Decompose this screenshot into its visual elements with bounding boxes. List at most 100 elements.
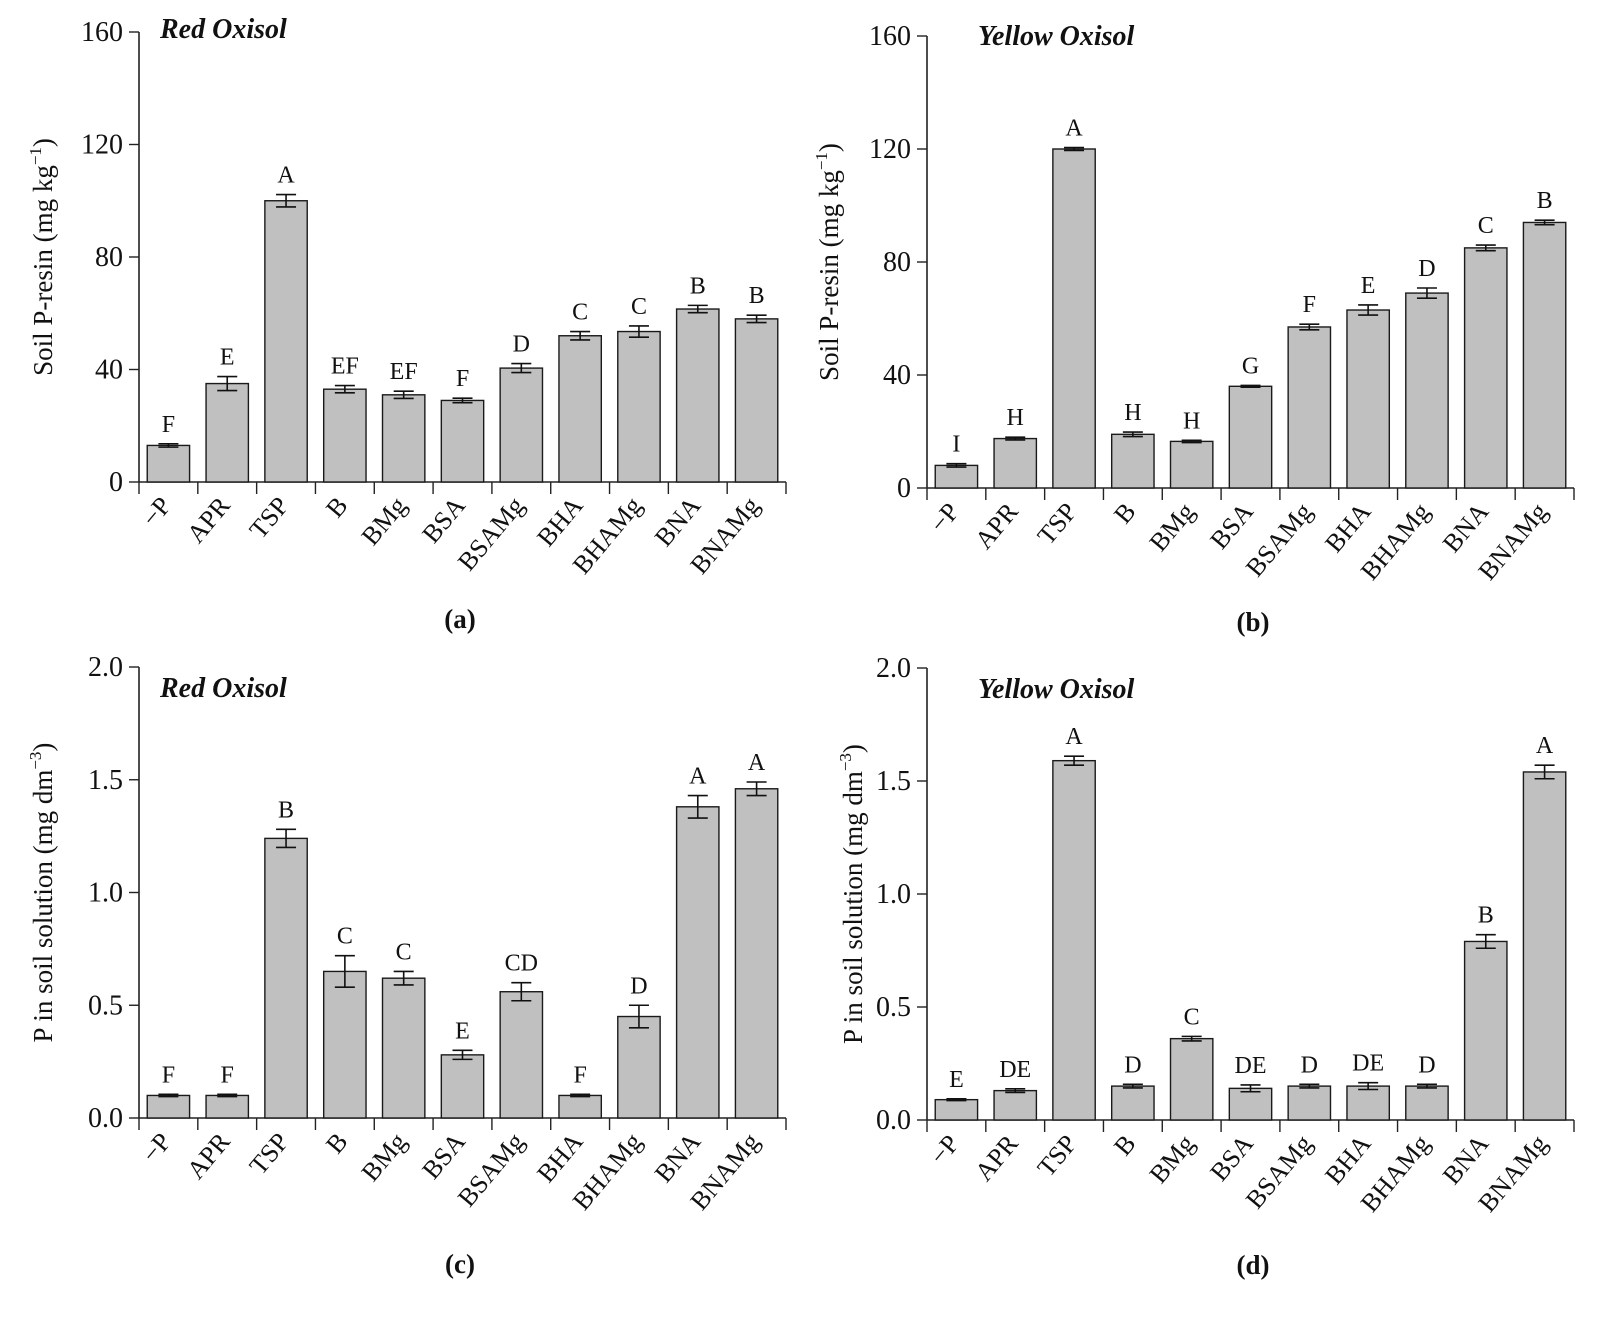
bar-a-3 [322, 388, 367, 483]
error-bar [628, 1004, 649, 1029]
bar-b-2 [1052, 148, 1096, 489]
y-tick-label: 120 [81, 130, 123, 161]
x-tick-label: APR [969, 497, 1024, 555]
error-bar [1240, 384, 1261, 388]
y-tick-label: 1.0 [876, 879, 911, 910]
error-bar [746, 781, 767, 797]
bar-b-0 [934, 464, 979, 489]
y-tick-label: 40 [95, 355, 123, 386]
bar-b-3 [1110, 433, 1155, 489]
significance-letter: F [573, 1062, 586, 1088]
bar-a-10 [734, 318, 779, 483]
significance-letter: C [631, 294, 647, 320]
error-bar [217, 1093, 238, 1098]
panel-label: (d) [1237, 1250, 1270, 1280]
y-tick-label: 2.0 [876, 653, 911, 684]
x-tick-label: BSA [416, 491, 471, 549]
x-tick-label: BHA [531, 1127, 589, 1188]
x-tick-label: B [1108, 1129, 1141, 1161]
x-tick-label: APR [969, 1129, 1024, 1187]
significance-letter: A [1065, 724, 1083, 750]
bar-b-6 [1287, 326, 1332, 489]
error-bar [570, 1093, 591, 1098]
error-bar [334, 384, 355, 394]
significance-letter: D [1124, 1052, 1141, 1078]
y-tick-label: 0 [109, 467, 123, 498]
bar-b-1 [993, 437, 1038, 489]
bar-a-7 [558, 335, 603, 483]
bar-a-2 [264, 200, 308, 483]
y-axis-label: P in soil solution (mg dm−3) [836, 744, 868, 1044]
bar-c-6 [499, 991, 544, 1119]
y-tick-label: 40 [883, 360, 911, 391]
bar-d-10 [1522, 771, 1567, 1121]
error-bar [158, 1093, 179, 1098]
error-bar [1005, 1088, 1026, 1094]
significance-letter: EF [390, 359, 418, 385]
error-bar [1358, 1081, 1379, 1091]
error-bar [276, 828, 297, 849]
x-tick-label: BSA [1204, 1129, 1259, 1187]
y-tick-label: 120 [869, 134, 911, 165]
significance-letter: F [1303, 292, 1316, 318]
x-tick-label: −P [924, 1129, 965, 1170]
y-axis-label: Soil P-resin (mg kg−1) [26, 138, 58, 376]
y-tick-label: 0.0 [88, 1103, 123, 1134]
bar-d-0 [934, 1098, 979, 1121]
error-bar [1358, 304, 1379, 316]
error-bar [687, 304, 708, 314]
significance-letter: A [689, 764, 707, 790]
y-tick-label: 0 [897, 473, 911, 504]
error-bar [1534, 219, 1555, 226]
error-bar [217, 375, 238, 392]
significance-letter: C [572, 300, 588, 326]
error-bar [452, 397, 473, 404]
bar-a-6 [499, 367, 544, 483]
x-tick-label: TSP [1032, 1129, 1083, 1182]
significance-letter: E [949, 1067, 964, 1093]
y-tick-label: 80 [883, 247, 911, 278]
chart-title: Yellow Oxisol [978, 674, 1135, 705]
chart-title: Red Oxisol [159, 14, 287, 45]
y-tick-label: 160 [869, 21, 911, 52]
bar-a-5 [440, 399, 485, 483]
bar-a-8 [617, 330, 661, 483]
error-bar [946, 1097, 967, 1102]
significance-letter: DE [1352, 1051, 1384, 1077]
x-tick-label: BSA [416, 1127, 471, 1185]
error-bar [746, 314, 767, 324]
x-tick-label: −P [136, 1127, 177, 1168]
error-bar [1005, 436, 1026, 441]
x-tick-label: −P [136, 491, 177, 532]
x-tick-label: B [320, 491, 353, 523]
significance-letter: B [749, 283, 765, 309]
panel-label: (c) [445, 1249, 475, 1279]
bar-d-3 [1110, 1085, 1155, 1121]
y-tick-label: 0.5 [876, 992, 911, 1023]
error-bar [628, 325, 649, 338]
bar-d-6 [1287, 1085, 1332, 1121]
bar-c-8 [617, 1015, 661, 1119]
significance-letter: B [278, 797, 294, 823]
bar-c-7 [558, 1094, 603, 1119]
significance-letter: C [1184, 1004, 1200, 1030]
chart-panel-b: 04080120160I−PHAPRATSPHBHBMgGBSAFBSAMgEB… [812, 21, 1575, 637]
significance-letter: A [748, 750, 766, 776]
x-tick-label: B [1108, 497, 1141, 529]
bar-c-1 [205, 1094, 250, 1119]
significance-letter: H [1183, 408, 1200, 434]
significance-letter: C [337, 924, 353, 950]
significance-letter: H [1124, 400, 1141, 426]
x-tick-label: BHA [1319, 497, 1377, 558]
x-tick-label: BSA [1204, 497, 1259, 555]
bar-d-2 [1052, 759, 1096, 1121]
error-bar [687, 794, 708, 819]
bar-b-10 [1522, 221, 1567, 489]
bar-a-9 [675, 308, 720, 483]
y-tick-label: 0.0 [876, 1105, 911, 1136]
x-tick-label: −P [924, 497, 965, 538]
significance-letter: C [1478, 213, 1494, 239]
bar-b-7 [1346, 309, 1391, 489]
error-bar [1299, 1083, 1320, 1089]
bar-b-8 [1405, 292, 1449, 489]
